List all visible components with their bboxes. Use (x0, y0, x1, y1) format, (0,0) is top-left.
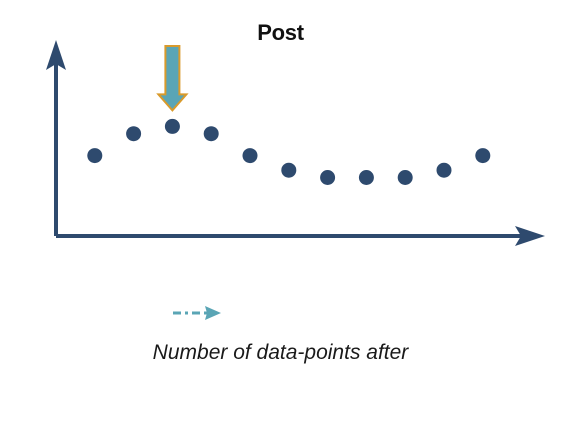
data-point (243, 148, 258, 163)
data-points (87, 119, 490, 185)
data-point (320, 170, 335, 185)
data-point (281, 163, 296, 178)
chart-caption: Number of data-points after (0, 341, 561, 365)
data-point (437, 163, 452, 178)
down-arrow-icon (158, 46, 186, 110)
data-point (126, 126, 141, 141)
dash-dot-arrow-icon (173, 306, 221, 320)
data-point (204, 126, 219, 141)
data-point (359, 170, 374, 185)
data-point (87, 148, 102, 163)
data-point (475, 148, 490, 163)
dash-dot-arrowhead (205, 306, 221, 320)
data-point (398, 170, 413, 185)
data-point (165, 119, 180, 134)
highlight-arrow (158, 46, 186, 110)
axes (46, 40, 545, 246)
